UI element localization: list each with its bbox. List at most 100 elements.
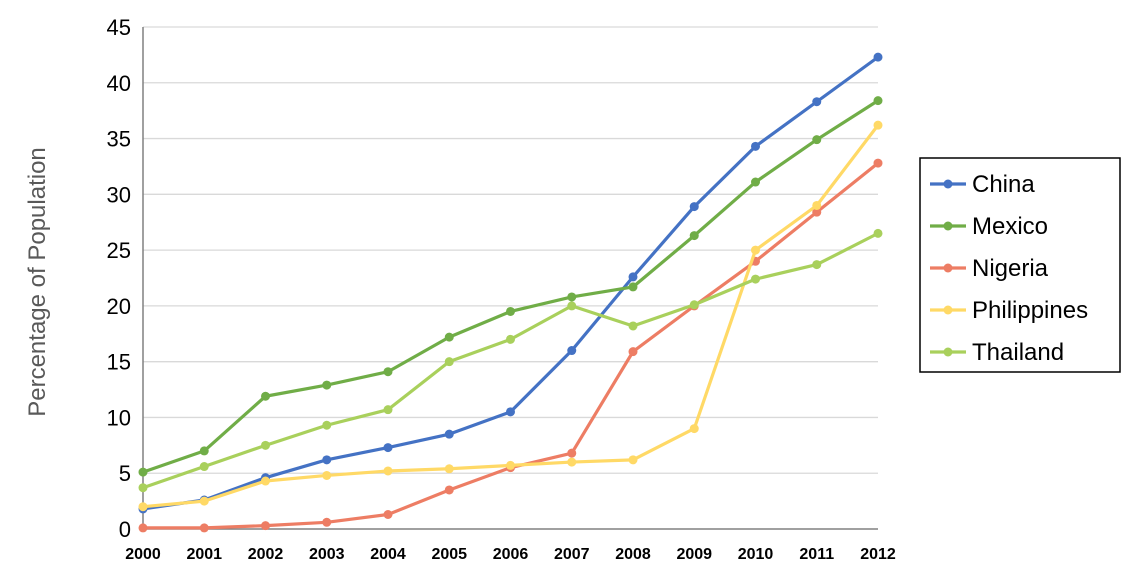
point-philippines-2006 [506,460,515,470]
point-philippines-2007 [567,457,577,467]
point-mexico-2009 [689,231,699,241]
series-philippines [138,120,883,512]
point-nigeria-2000 [138,523,148,533]
legend-swatch-marker-philippines [943,305,953,315]
label-layer: 0 5 10 15 20 25 30 35 40 45 2000 2001 2002 2003 2004 20… [107,15,896,563]
legend-label-thailand: Thailand [972,339,1064,366]
y-tick-label-15: 15 [107,350,131,375]
point-philippines-2008 [628,455,638,465]
x-tick-label-2012: 2012 [860,546,896,563]
point-thailand-2003 [322,420,332,430]
x-tick-label-2006: 2006 [493,546,529,563]
point-nigeria-2003 [322,517,332,527]
x-tick-label-2004: 2004 [370,546,406,563]
point-mexico-2000 [138,467,148,477]
legend-box [919,157,1121,373]
point-thailand-2004 [383,405,393,415]
legend-swatch-marker-china [943,179,953,189]
series-line-thailand [141,231,880,490]
y-tick-label-10: 10 [107,405,131,430]
point-mexico-2008 [628,282,638,292]
x-tick-label-2010: 2010 [738,546,774,563]
point-china-2004 [383,443,393,453]
point-nigeria-2008 [628,347,638,357]
series-thailand [138,228,883,493]
point-mexico-2001 [199,446,209,456]
point-mexico-2005 [444,332,454,342]
x-tick-label-2002: 2002 [248,546,284,563]
axis-layer [142,27,878,530]
point-nigeria-2011 [812,207,822,217]
point-mexico-2012 [873,96,883,106]
point-mexico-2010 [751,177,760,187]
legend-swatch-marker-nigeria [943,263,953,273]
x-tick-label-2000: 2000 [125,546,161,563]
point-thailand-2010 [751,274,760,284]
point-philippines-2010 [751,245,760,255]
point-china-2003 [322,455,332,465]
point-nigeria-2004 [383,509,393,519]
point-nigeria-2007 [567,448,577,458]
point-thailand-2000 [138,483,148,493]
point-thailand-2005 [444,357,454,367]
legend-label-china: China [972,171,1035,198]
y-tick-label-25: 25 [107,238,131,263]
point-nigeria-2005 [444,485,454,495]
point-thailand-2012 [873,228,883,238]
y-tick-label-40: 40 [107,71,131,96]
point-china-2006 [506,407,515,417]
legend-item-thailand: Thailand [930,339,1064,366]
point-china-2011 [812,97,822,107]
point-china-2012 [873,52,883,62]
legend: China Mexico Nigeria Philippines Thailand [919,157,1121,373]
y-tick-label-45: 45 [107,15,131,40]
point-thailand-2009 [689,300,699,310]
legend-swatch-marker-mexico [943,221,953,231]
x-tick-label-2011: 2011 [799,546,834,563]
point-china-2005 [444,429,454,439]
point-mexico-2007 [567,292,577,302]
point-mexico-2011 [812,135,822,145]
x-tick-label-2007: 2007 [554,546,590,563]
point-mexico-2006 [506,306,515,316]
point-china-2007 [567,346,577,356]
point-thailand-2011 [812,260,822,270]
series-line-china [141,55,880,511]
legend-item-nigeria: Nigeria [930,255,1049,282]
x-tick-label-2001: 2001 [186,546,222,563]
legend-item-mexico: Mexico [930,213,1048,240]
point-thailand-2008 [628,321,638,331]
point-china-2009 [689,202,699,212]
point-philippines-2009 [689,424,699,434]
point-thailand-2002 [261,440,270,450]
point-philippines-2005 [444,464,454,474]
legend-item-philippines: Philippines [930,297,1088,324]
legend-label-philippines: Philippines [972,297,1088,324]
y-tick-label-5: 5 [119,461,131,486]
point-thailand-2006 [506,334,515,344]
legend-label-mexico: Mexico [972,213,1048,240]
y-tick-label-30: 30 [107,182,131,207]
y-axis-title: Percentage of Population [24,147,51,417]
point-thailand-2007 [567,301,577,311]
point-philippines-2002 [261,476,270,486]
legend-item-china: China [930,171,1035,198]
point-nigeria-2001 [199,523,209,533]
point-nigeria-2002 [261,521,270,531]
x-tick-label-2005: 2005 [431,546,467,563]
y-tick-label-0: 0 [119,517,131,542]
x-tick-label-2008: 2008 [615,546,651,563]
point-philippines-2011 [812,200,822,210]
grid-layer [143,26,878,474]
point-china-2008 [628,272,638,282]
point-philippines-2012 [873,120,883,130]
legend-swatch-marker-thailand [943,347,953,357]
x-tick-label-2003: 2003 [309,546,345,563]
series-china [138,52,883,514]
series-layer [138,52,883,533]
x-tick-label-2009: 2009 [676,546,712,563]
y-tick-label-20: 20 [107,294,131,319]
legend-label-nigeria: Nigeria [972,255,1049,282]
